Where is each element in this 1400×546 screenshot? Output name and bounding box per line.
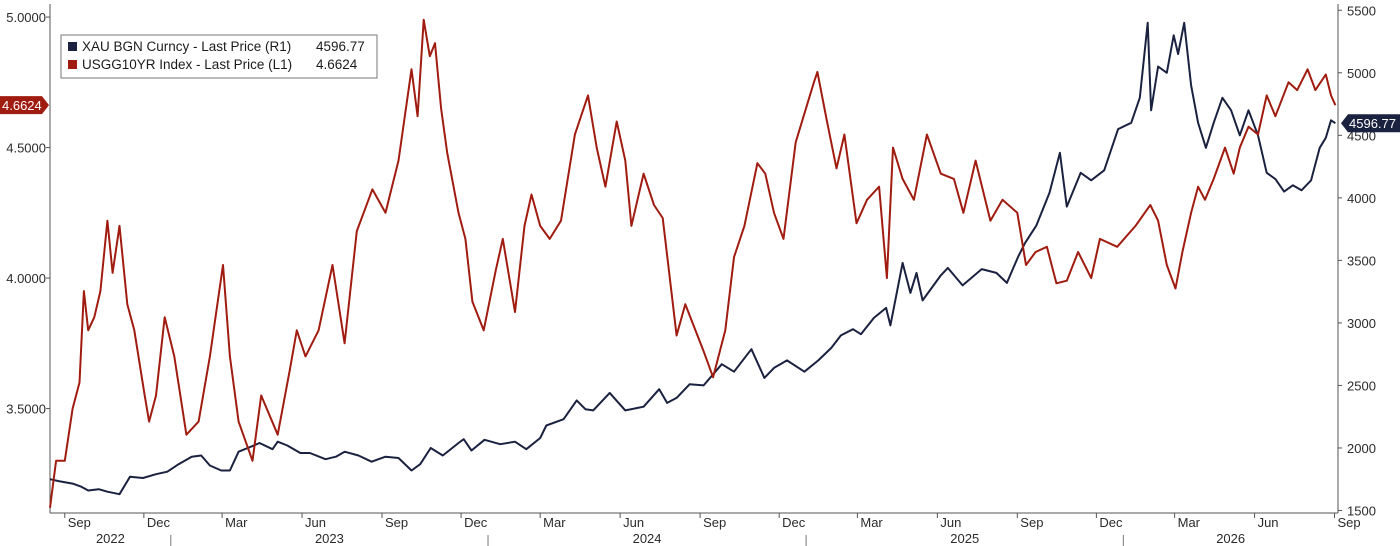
x-month-label: Dec (782, 515, 806, 530)
series-line-usgg10yr (49, 18, 1337, 508)
legend-swatch (68, 42, 77, 51)
x-year-label: 2026 (1216, 531, 1245, 546)
x-month-label: Dec (464, 515, 488, 530)
x-year-label: 2022 (96, 531, 125, 546)
right-value-tag-text: 4596.77 (1349, 116, 1396, 131)
chart-axes: 3.5000 4.0000 4.5000 5.0000 1500 2000 2500 3000… (6, 3, 1376, 546)
legend-entry-label: USGG10YR Index - Last Price (L1) (82, 57, 292, 72)
x-month-label: Sep (1338, 515, 1361, 530)
last-value-tags: 4.6624 4596.77 (0, 96, 1400, 133)
x-month-label: Mar (225, 515, 248, 530)
x-year-label: 2023 (315, 531, 344, 546)
x-year-label: 2025 (950, 531, 979, 546)
x-month-label: Mar (1178, 515, 1201, 530)
legend-entry-label: XAU BGN Curncy - Last Price (R1) (82, 39, 291, 54)
x-month-label: Sep (68, 515, 91, 530)
right-tick-label: 4000 (1347, 191, 1376, 206)
left-tick-label: 4.5000 (6, 141, 46, 156)
x-month-label: Jun (305, 515, 326, 530)
left-tick-label: 5.0000 (6, 10, 46, 25)
legend-swatch (68, 60, 77, 69)
x-year-label: 2024 (633, 531, 662, 546)
left-tick-label: 3.5000 (6, 402, 46, 417)
x-month-label: Sep (385, 515, 408, 530)
x-month-label: Jun (940, 515, 961, 530)
series-line-xau (49, 21, 1336, 496)
x-month-label: Dec (147, 515, 171, 530)
legend-entry-value: 4.6624 (316, 57, 358, 72)
left-tick-label: 4.0000 (6, 271, 46, 286)
right-tick-label: 3000 (1347, 316, 1376, 331)
right-tick-label: 2000 (1347, 441, 1376, 456)
right-tick-label: 1500 (1347, 503, 1376, 518)
right-tick-label: 2500 (1347, 378, 1376, 393)
right-tick-label: 3500 (1347, 253, 1376, 268)
x-month-label: Sep (1020, 515, 1043, 530)
x-month-label: Jun (1258, 515, 1279, 530)
right-tick-label: 5000 (1347, 66, 1376, 81)
right-value-tag (1341, 114, 1400, 133)
x-month-label: Dec (1099, 515, 1123, 530)
x-month-label: Mar (860, 515, 883, 530)
left-value-tag (0, 96, 49, 115)
x-month-label: Sep (703, 515, 726, 530)
legend: XAU BGN Curncy - Last Price (R1) 4596.77 U… (60, 34, 378, 79)
series-layer (49, 18, 1337, 508)
legend-box (60, 34, 378, 79)
legend-entry-value: 4596.77 (316, 39, 365, 54)
left-value-tag-text: 4.6624 (2, 98, 42, 113)
x-month-label: Jun (623, 515, 644, 530)
x-month-label: Mar (543, 515, 566, 530)
right-tick-label: 5500 (1347, 3, 1376, 18)
